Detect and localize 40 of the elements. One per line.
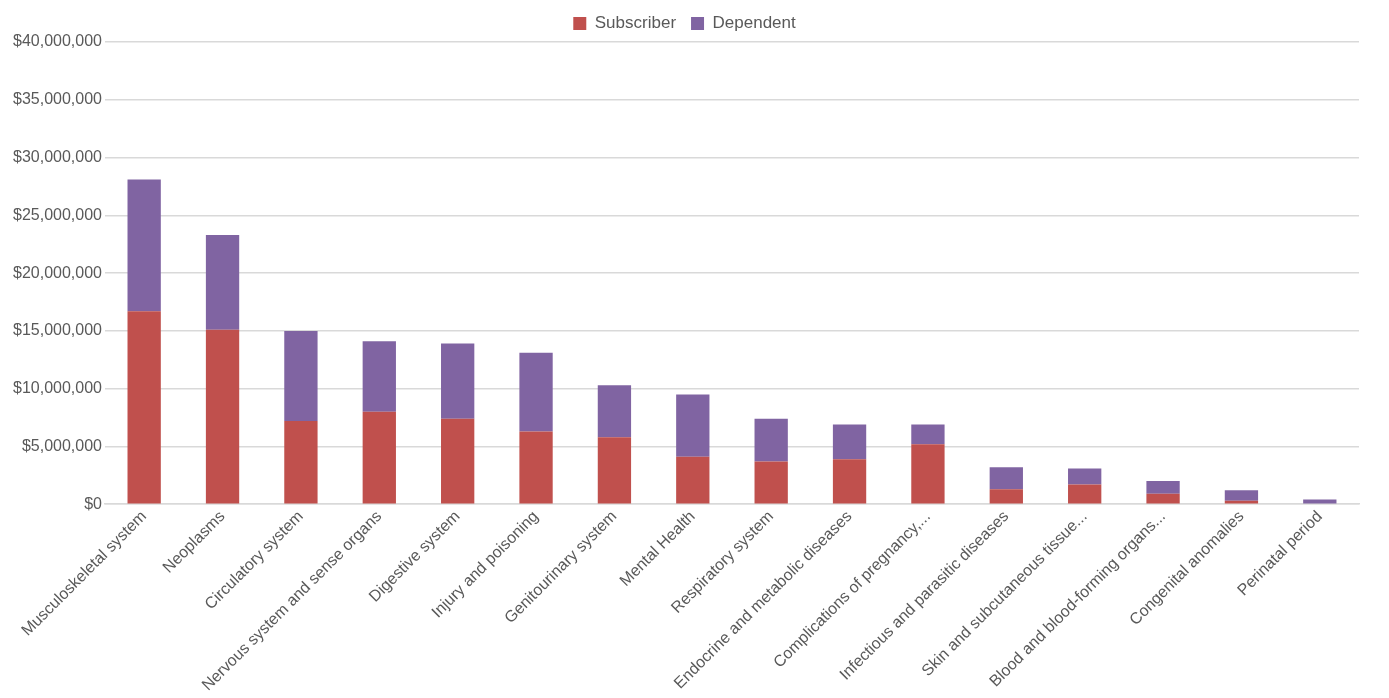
bar bbox=[1068, 484, 1102, 504]
bar bbox=[441, 418, 475, 504]
bar bbox=[911, 444, 945, 504]
bar bbox=[1146, 493, 1180, 504]
bar bbox=[519, 352, 553, 432]
bar bbox=[676, 456, 710, 504]
bar bbox=[205, 234, 240, 330]
bar bbox=[1146, 481, 1180, 494]
bar bbox=[1224, 490, 1259, 501]
y-tick-label: $0 bbox=[84, 494, 103, 512]
bar bbox=[127, 311, 161, 504]
y-tick-label: $40,000,000 bbox=[12, 32, 103, 50]
legend-label: Dependent bbox=[712, 13, 796, 33]
bar bbox=[832, 459, 867, 504]
bar bbox=[597, 437, 632, 504]
bar bbox=[284, 421, 318, 504]
bar bbox=[519, 431, 553, 504]
bar bbox=[441, 343, 475, 419]
bar bbox=[832, 424, 867, 460]
bar bbox=[597, 385, 632, 438]
bar bbox=[676, 394, 710, 457]
y-tick-label: $20,000,000 bbox=[12, 263, 103, 281]
y-tick-label: $10,000,000 bbox=[12, 379, 103, 397]
legend-label: Subscriber bbox=[594, 13, 677, 33]
bar bbox=[205, 329, 240, 504]
y-tick-label: $35,000,000 bbox=[12, 90, 103, 108]
bar bbox=[1068, 468, 1102, 485]
bar bbox=[127, 179, 161, 312]
bar bbox=[989, 489, 1023, 504]
bar bbox=[754, 461, 788, 504]
y-tick-label: $5,000,000 bbox=[21, 436, 103, 454]
bar bbox=[284, 330, 318, 422]
bar bbox=[362, 411, 396, 504]
y-tick-label: $30,000,000 bbox=[12, 147, 103, 165]
bar bbox=[989, 467, 1023, 490]
y-tick-label: $15,000,000 bbox=[12, 321, 103, 339]
bar bbox=[911, 424, 945, 445]
bar bbox=[362, 341, 396, 412]
y-tick-label: $25,000,000 bbox=[12, 205, 103, 223]
bar bbox=[754, 418, 788, 462]
